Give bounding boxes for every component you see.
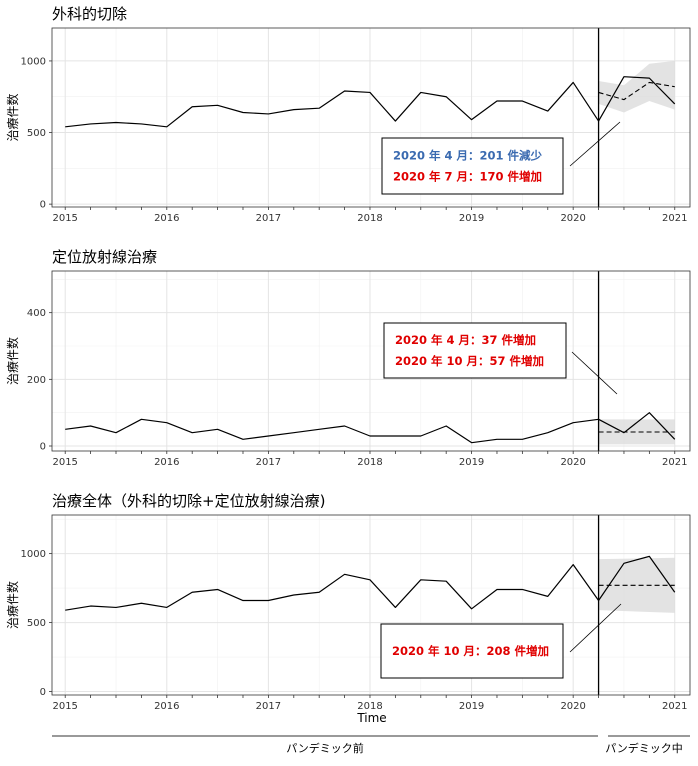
counterfactual-line [598, 81, 675, 101]
annotation-pointer [569, 121, 621, 167]
plot-background [52, 28, 690, 207]
x-tick-label: 2018 [357, 701, 382, 712]
x-tick-label: 2018 [357, 213, 382, 224]
panel-border [51, 514, 691, 696]
plot-background [52, 515, 690, 695]
y-tick-label: 500 [27, 128, 46, 139]
x-tick-label: 2019 [459, 213, 484, 224]
panel-title: 外科的切除 [52, 5, 127, 23]
panel-border [51, 270, 691, 452]
period-during-label: パンデミック中 [605, 741, 683, 755]
x-tick-label: 2017 [256, 213, 281, 224]
x-tick-label: 2020 [560, 457, 585, 468]
annotation-box [383, 322, 567, 379]
panel-title: 定位放射線治療 [52, 248, 157, 266]
panel-2: 定位放射線治療 0 200 400 2015 2016 2017 2018 2019 2020 20… [5, 248, 691, 468]
x-tick-label: 2020 [560, 701, 585, 712]
y-tick-label: 0 [40, 442, 46, 453]
annotation-text: 2020 年 7 月：170 件増加 [393, 170, 542, 184]
period-before-label: パンデミック前 [286, 741, 364, 755]
x-tick-label: 2016 [154, 213, 179, 224]
x-tick-label: 2020 [560, 213, 585, 224]
panel-3: 治療全体（外科的切除+定位放射線治療) 0 500 1000 2015 2016 2017 2… [5, 492, 691, 712]
observed-line [65, 412, 676, 444]
x-tick-label: 2019 [459, 701, 484, 712]
y-tick-label: 200 [27, 375, 46, 386]
x-tick-label: 2017 [256, 457, 281, 468]
observed-line [65, 555, 676, 611]
annotation-text: 2020 年 4 月：37 件増加 [395, 333, 536, 347]
x-tick-label: 2015 [52, 213, 77, 224]
x-tick-label: 2016 [154, 457, 179, 468]
plot-background [52, 271, 690, 451]
y-tick-label: 400 [27, 308, 46, 319]
y-tick-label: 0 [40, 687, 46, 698]
panel-title: 治療全体（外科的切除+定位放射線治療) [52, 492, 325, 510]
annotation-pointer [569, 603, 622, 653]
annotation-pointer [571, 351, 618, 395]
x-tick-label: 2021 [662, 701, 687, 712]
x-tick-label: 2021 [662, 213, 687, 224]
x-tick-label: 2019 [459, 457, 484, 468]
x-tick-label: 2015 [52, 457, 77, 468]
prediction-ribbon [598, 419, 675, 445]
x-axis-title: Time [356, 711, 386, 725]
x-tick-label: 2015 [52, 701, 77, 712]
y-tick-label: 500 [27, 618, 46, 629]
annotation-text: 2020 年 4 月：201 件減少 [393, 149, 543, 163]
y-axis-title: 治療件数 [5, 581, 20, 629]
y-axis-title: 治療件数 [5, 337, 20, 385]
panel-border [51, 27, 691, 208]
y-axis-title: 治療件数 [5, 93, 20, 141]
y-tick-label: 1000 [21, 56, 46, 67]
panel-1: 外科的切除 0 500 1000 2015 2016 2017 2018 2019 2020 202… [5, 5, 691, 224]
x-tick-label: 2021 [662, 457, 687, 468]
prediction-ribbon [598, 60, 675, 113]
annotation-box [380, 623, 564, 679]
annotation-box [381, 137, 564, 195]
annotation-text: 2020 年 10 月：57 件増加 [395, 354, 544, 368]
x-tick-label: 2018 [357, 457, 382, 468]
y-tick-label: 0 [40, 200, 46, 211]
x-tick-label: 2016 [154, 701, 179, 712]
observed-line [65, 76, 676, 128]
annotation-text: 2020 年 10 月：208 件増加 [392, 644, 549, 658]
x-tick-label: 2017 [256, 701, 281, 712]
y-tick-label: 1000 [21, 549, 46, 560]
